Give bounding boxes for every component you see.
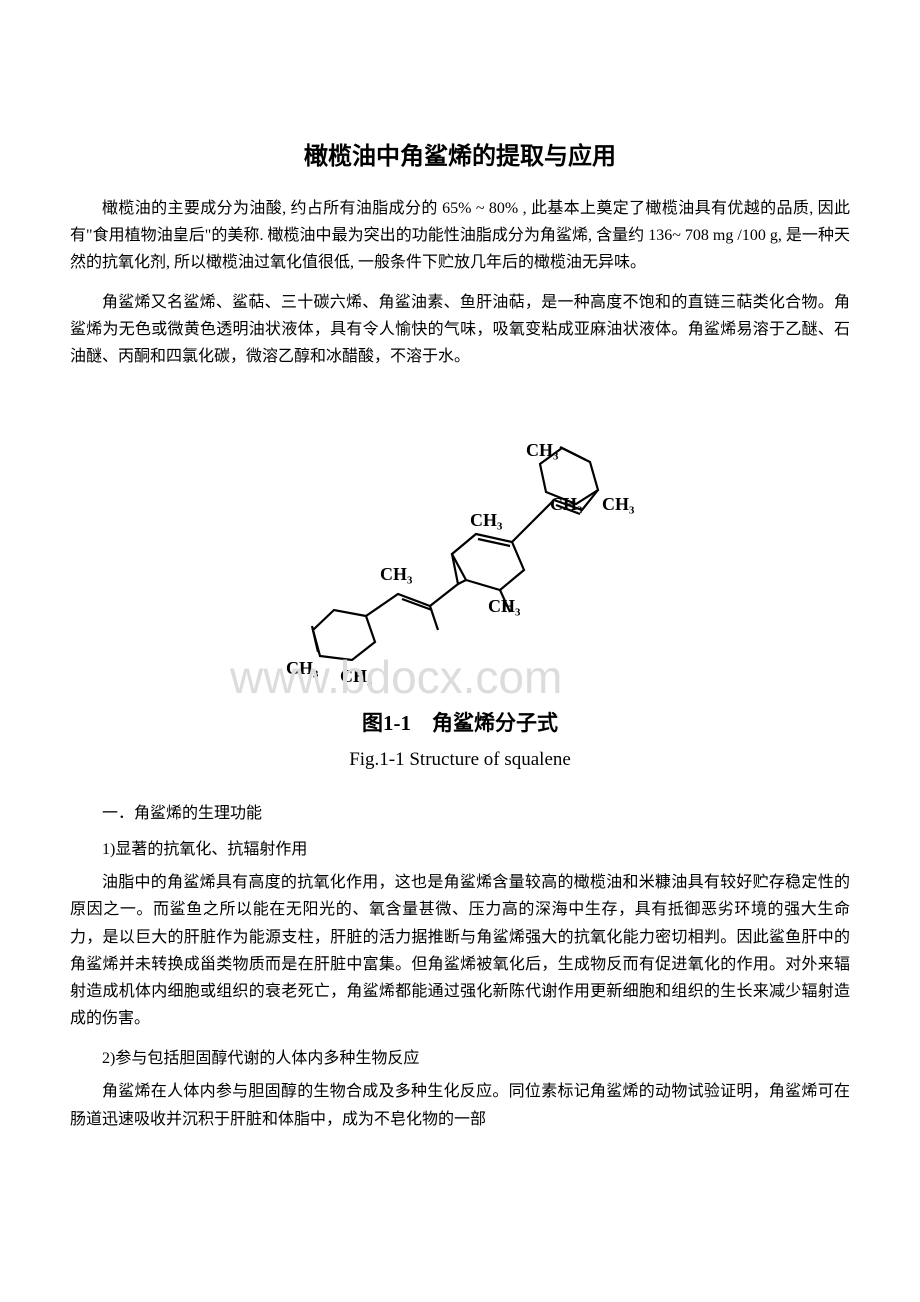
molecule-figure: CH₃ CH₃ CH₃ CH₃ CH₃ CH₃ CH₃ CH₃ — [280, 394, 640, 699]
paragraph-3: 油脂中的角鲨烯具有高度的抗氧化作用，这也是角鲨烯含量较高的橄榄油和米糠油具有较好… — [70, 869, 850, 1032]
sub-heading-1-1: 1)显著的抗氧化、抗辐射作用 — [70, 835, 850, 859]
ch3-label: CH₃ — [488, 596, 521, 616]
ch3-label: CH₃ — [340, 666, 373, 686]
figure-caption-cn: 图1-1 角鲨烯分子式 — [70, 707, 850, 737]
squalene-structure-svg: CH₃ CH₃ CH₃ CH₃ CH₃ CH₃ CH₃ CH₃ — [280, 394, 640, 694]
ch3-label: CH₃ — [526, 440, 559, 460]
paragraph-4: 角鲨烯在人体内参与胆固醇的生物合成及多种生化反应。同位素标记角鲨烯的动物试验证明… — [70, 1078, 850, 1132]
ch3-label: CH₃ — [380, 564, 413, 584]
document-page: www.bdocx.com 橄榄油中角鲨烯的提取与应用 橄榄油的主要成分为油酸,… — [0, 0, 920, 1205]
ch3-label: CH₃ — [602, 494, 635, 514]
figure-container: CH₃ CH₃ CH₃ CH₃ CH₃ CH₃ CH₃ CH₃ 图1-1 角鲨烯… — [70, 394, 850, 771]
ch3-label: CH₃ — [286, 658, 319, 678]
paragraph-2: 角鲨烯又名鲨烯、鲨萜、三十碳六烯、角鲨油素、鱼肝油萜，是一种高度不饱和的直链三萜… — [70, 289, 850, 371]
ch3-label: CH₃ — [470, 510, 503, 530]
figure-caption-en: Fig.1-1 Structure of squalene — [70, 749, 850, 771]
section-heading-1: 一．角鲨烯的生理功能 — [70, 799, 850, 823]
sub-heading-1-2: 2)参与包括胆固醇代谢的人体内多种生物反应 — [70, 1044, 850, 1068]
ch3-label: CH₃ — [550, 494, 583, 514]
paragraph-1: 橄榄油的主要成分为油酸, 约占所有油脂成分的 65% ~ 80% , 此基本上奠… — [70, 195, 850, 277]
page-title: 橄榄油中角鲨烯的提取与应用 — [70, 136, 850, 171]
